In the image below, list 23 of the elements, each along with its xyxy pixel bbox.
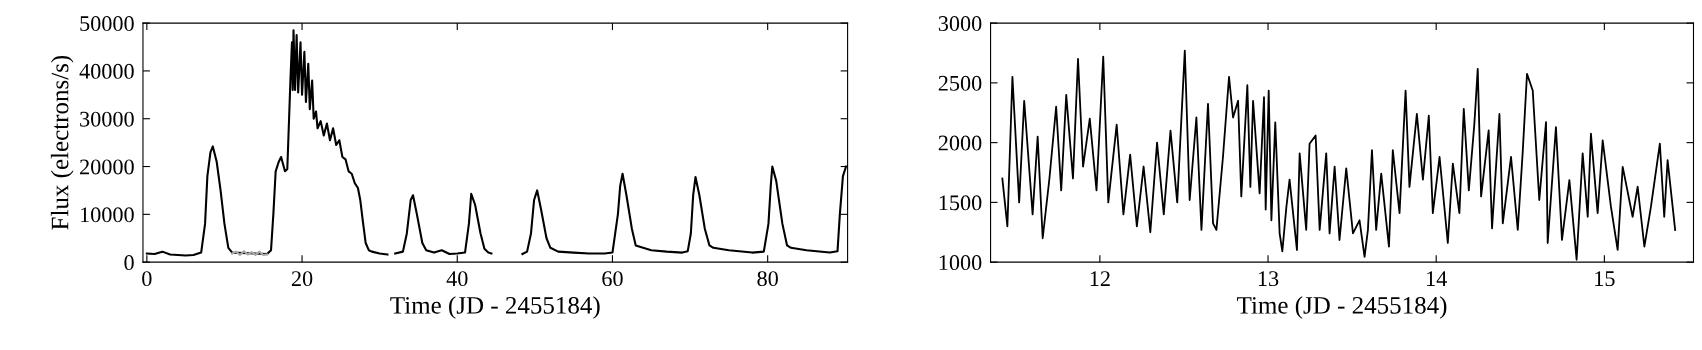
y-tick-label: 0 bbox=[124, 255, 134, 271]
y-tick-label: 20000 bbox=[80, 159, 134, 175]
x-tick-label: 0 bbox=[142, 271, 152, 287]
y-tick-label: 50000 bbox=[80, 16, 134, 32]
x-tick-label: 60 bbox=[602, 271, 623, 287]
x-tick-label: 20 bbox=[291, 271, 313, 287]
x-tick-label: 80 bbox=[757, 271, 778, 287]
y-tick-label: 3000 bbox=[938, 16, 982, 32]
x-tick-label: 15 bbox=[1595, 271, 1615, 287]
y-tick-label: 2000 bbox=[938, 135, 982, 151]
y-tick-label: 30000 bbox=[80, 111, 134, 127]
y-tick-label: 1000 bbox=[939, 255, 982, 271]
x-tick-label: 14 bbox=[1427, 271, 1447, 286]
x-axis-title: Time (JD - 2455184) bbox=[390, 296, 600, 319]
y-tick-label: 40000 bbox=[79, 63, 134, 79]
y-axis-title: Flux (electrons/s) bbox=[50, 55, 74, 230]
y-tick-label: 10000 bbox=[81, 207, 134, 223]
x-axis-title: Time (JD - 2455184) bbox=[1237, 296, 1447, 319]
x-tick-label: 13 bbox=[1258, 271, 1279, 287]
x-tick-label: 40 bbox=[446, 271, 468, 287]
x-tick-label: 12 bbox=[1090, 271, 1110, 286]
y-tick-label: 2500 bbox=[938, 75, 982, 91]
y-tick-label: 1500 bbox=[939, 195, 982, 211]
